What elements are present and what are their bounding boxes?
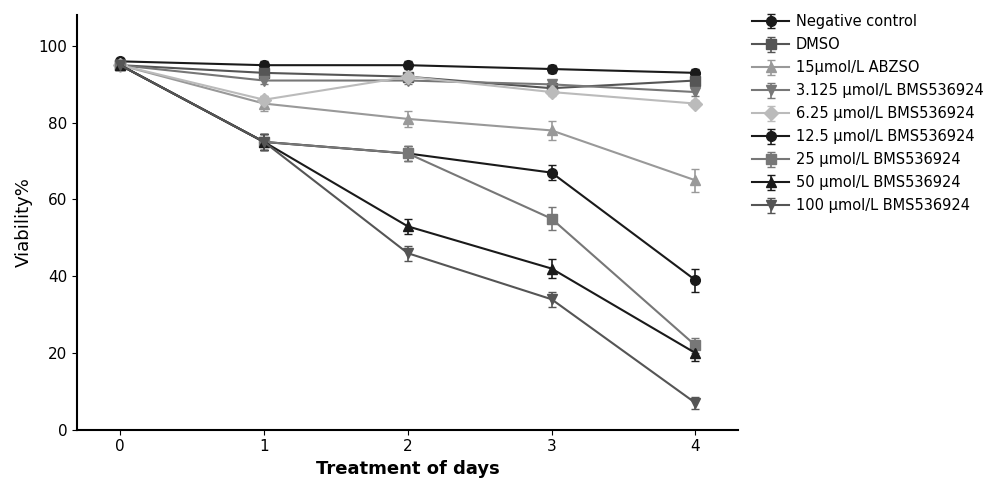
- X-axis label: Treatment of days: Treatment of days: [316, 460, 500, 478]
- Legend: Negative control, DMSO, 15μmol/L ABZSO, 3.125 μmol/L BMS536924, 6.25 μmol/L BMS5: Negative control, DMSO, 15μmol/L ABZSO, …: [752, 14, 984, 213]
- Y-axis label: Viability%: Viability%: [15, 177, 33, 267]
